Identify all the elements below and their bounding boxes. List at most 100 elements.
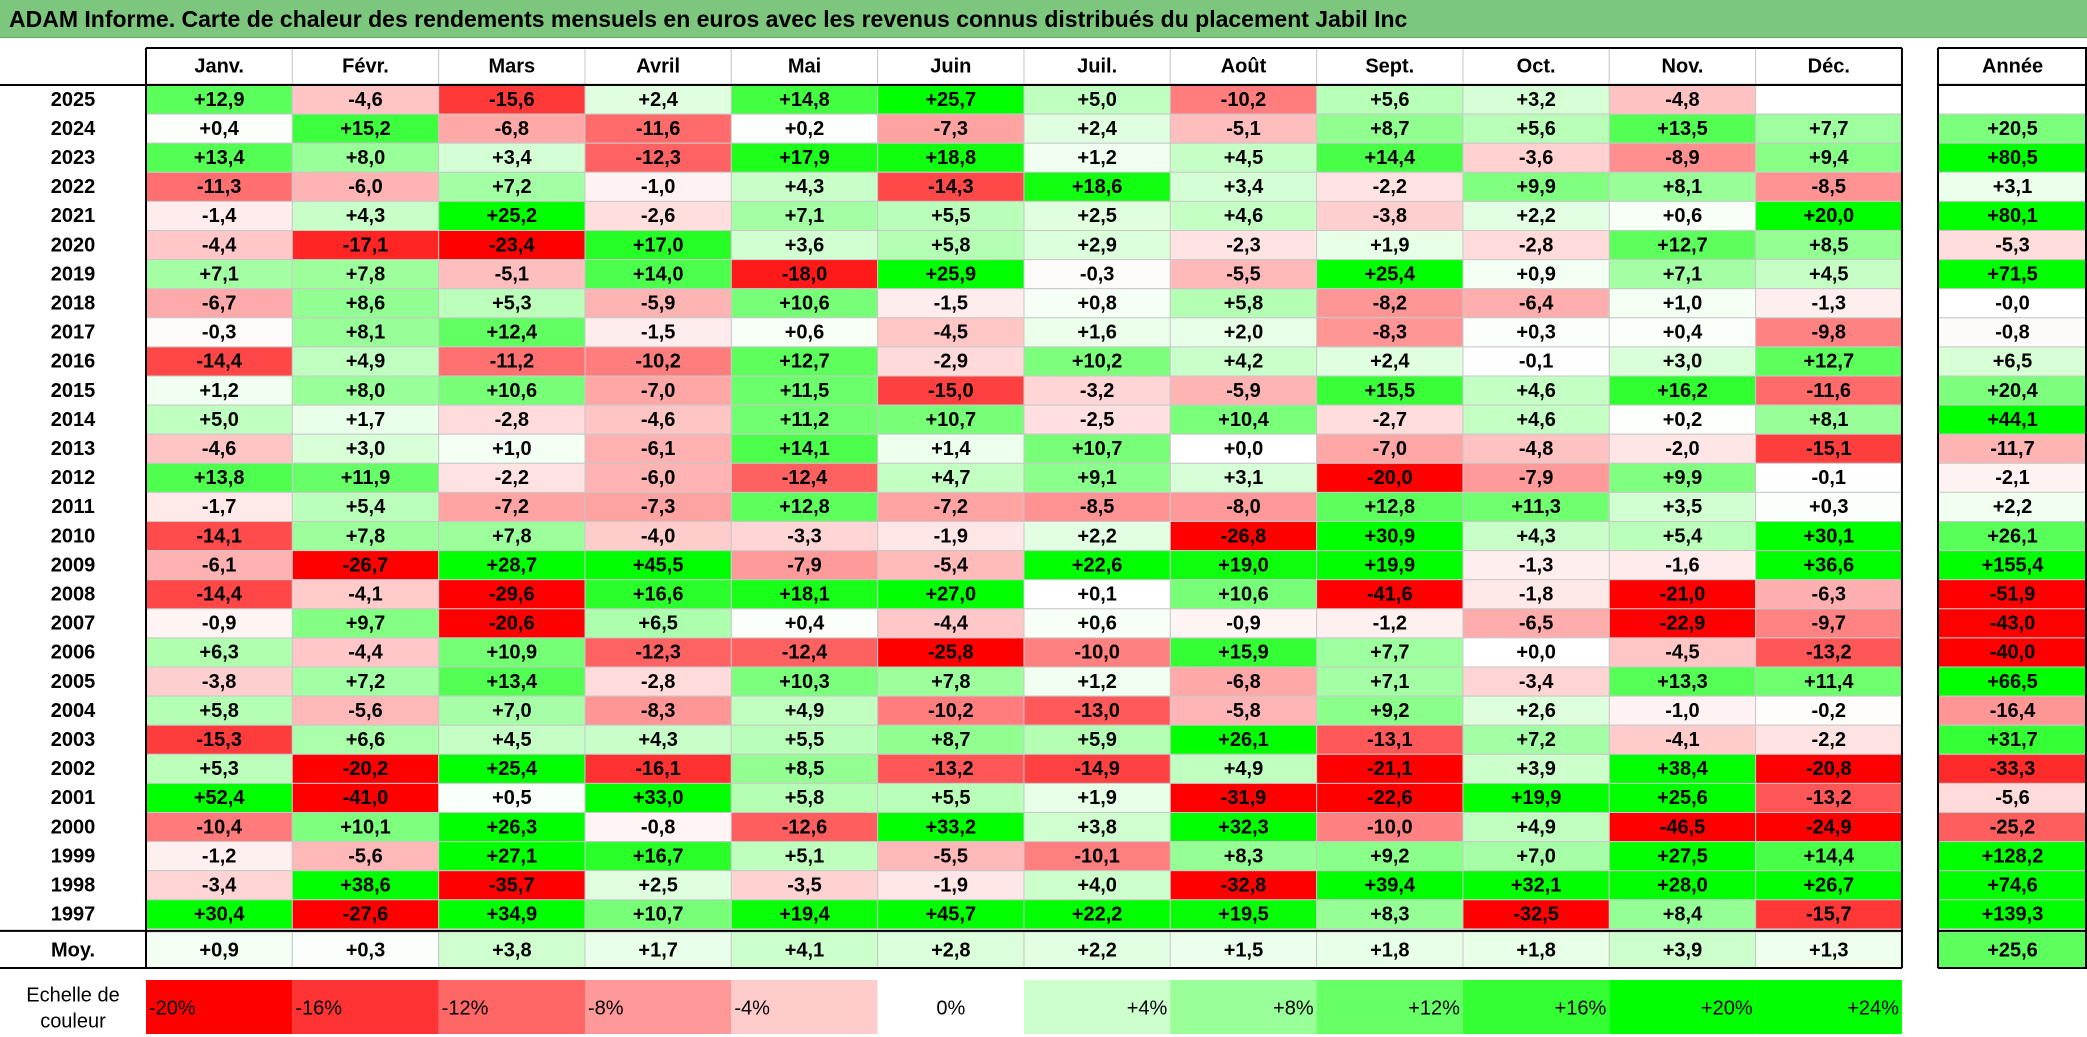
year-label: 2009 (51, 554, 96, 576)
heatmap-cell-value: -7,0 (1373, 438, 1407, 460)
heatmap-cell-value: +8,0 (346, 380, 385, 402)
year-label-cell (0, 782, 147, 814)
heatmap-cell-value: +1,2 (199, 380, 238, 402)
heatmap-cell (1462, 695, 1610, 726)
heatmap-cell-value: +4,0 (1077, 875, 1116, 897)
heatmap-cell (438, 608, 586, 639)
heatmap-cell (291, 666, 440, 697)
heatmap-cell-value: +8,3 (1224, 845, 1263, 867)
heatmap-cell-value: +1,0 (1663, 293, 1702, 315)
heatmap-cell-value: +4,9 (346, 351, 385, 373)
heatmap-cell (877, 870, 1025, 901)
heatmap-cell-value: +4,6 (1516, 409, 1555, 431)
heatmap-cell-value: +8,1 (1809, 409, 1848, 431)
heatmap-cell (730, 695, 879, 726)
heatmap-cell-value: +4,3 (638, 729, 677, 751)
heatmap-cell-value: -6,0 (348, 176, 382, 198)
heatmap-cell-value: +8,4 (1663, 904, 1703, 926)
heatmap-cell-value: -13,2 (928, 758, 974, 780)
heatmap-cell-value: -24,9 (1806, 816, 1852, 838)
heatmap-cell (291, 608, 440, 639)
heatmap-cell-value: -0,1 (1519, 351, 1553, 373)
heatmap-cell-value: +10,6 (779, 293, 830, 315)
heatmap-cell-value: +8,5 (785, 758, 824, 780)
heatmap-cell (1023, 491, 1171, 522)
heatmap-cell-value: -14,4 (196, 351, 242, 373)
heatmap-cell-value: +3,2 (1516, 89, 1555, 111)
heatmap-cell-value: +6,5 (638, 613, 677, 635)
heatmap-cell (145, 782, 293, 814)
heatmap-cell-value: +2,5 (1077, 205, 1116, 227)
heatmap-cell-value: +39,4 (1365, 875, 1416, 897)
heatmap-cell-value: -10,0 (1367, 816, 1413, 838)
heatmap-cell (1169, 666, 1318, 697)
heatmap-cell-value: -13,2 (1806, 787, 1852, 809)
heatmap-cell-value: -1,5 (934, 293, 968, 315)
heatmap-cell (877, 171, 1025, 202)
month-header-label: Juin (930, 55, 971, 77)
heatmap-cell-value: -1,3 (1812, 293, 1846, 315)
heatmap-cell-value: -27,6 (343, 904, 389, 926)
heatmap-cell-value: +2,0 (1224, 322, 1263, 344)
annual-cell-value: +26,1 (1987, 525, 2038, 547)
heatmap-cell-value: -20,6 (489, 613, 535, 635)
heatmap-cell (1316, 753, 1464, 784)
annual-cell-value: -16,4 (1990, 700, 2036, 722)
heatmap-cell-value: -6,8 (495, 118, 529, 140)
heatmap-cell-value: +25,6 (1657, 787, 1708, 809)
heatmap-cell (730, 550, 879, 581)
average-cell-value: +1,8 (1370, 939, 1409, 961)
heatmap-cell-value: -8,3 (1373, 322, 1407, 344)
month-header-label: Août (1221, 55, 1267, 77)
average-cell (877, 931, 1025, 969)
heatmap-cell (1169, 550, 1318, 581)
scale-step-label: +4% (1127, 997, 1168, 1019)
heatmap-cell-value: -4,6 (348, 89, 382, 111)
year-label-cell (0, 171, 147, 202)
year-label: 2025 (51, 89, 96, 111)
heatmap-cell-value: -4,0 (641, 525, 675, 547)
heatmap-cell-value: +14,8 (779, 89, 830, 111)
heatmap-cell-value: -15,3 (196, 729, 242, 751)
heatmap-cell (1608, 812, 1757, 843)
heatmap-cell-value: +1,2 (1077, 147, 1116, 169)
average-cell-value: +3,9 (1663, 939, 1702, 961)
heatmap-cell (145, 579, 293, 610)
year-label-cell (0, 521, 147, 552)
heatmap-cell (145, 637, 293, 668)
heatmap-cell (584, 782, 732, 814)
heatmap-cell (1755, 550, 1903, 581)
heatmap-cell (438, 812, 586, 843)
average-cell (1023, 931, 1171, 969)
year-label: 2004 (51, 700, 96, 722)
heatmap-cell-value: +28,0 (1657, 875, 1708, 897)
heatmap-cell (1755, 870, 1903, 901)
average-label: Moy. (51, 939, 95, 961)
heatmap-cell (877, 491, 1025, 522)
annual-cell (1937, 200, 2087, 231)
year-label: 2020 (51, 234, 96, 256)
heatmap-cell (877, 259, 1025, 290)
year-label-cell (0, 230, 147, 261)
annual-cell-value: -43,0 (1990, 613, 2036, 635)
heatmap-cell-value: +5,3 (199, 758, 238, 780)
heatmap-cell-value: -1,6 (1665, 554, 1699, 576)
heatmap-cell-value: -8,5 (1812, 176, 1846, 198)
annual-cell-value: +74,6 (1987, 875, 2038, 897)
heatmap-cell-value: +10,7 (1072, 438, 1123, 460)
heatmap-cell-value: +14,1 (779, 438, 830, 460)
scale-swatch (292, 980, 439, 1034)
heatmap-cell (877, 782, 1025, 814)
heatmap-cell-value: -0,9 (1226, 613, 1260, 635)
heatmap-cell (291, 724, 440, 755)
heatmap-cell (1316, 724, 1464, 755)
heatmap-cell-value: +0,0 (1516, 642, 1555, 664)
heatmap-cell-value: -2,6 (641, 205, 675, 227)
heatmap-cell (584, 608, 732, 639)
heatmap-cell-value: +11,2 (780, 409, 830, 431)
heatmap-cell-value: +13,4 (194, 147, 245, 169)
heatmap-cell-value: -2,5 (1080, 409, 1114, 431)
heatmap-cell (730, 579, 879, 610)
year-label: 1999 (51, 845, 96, 867)
heatmap-cell (1316, 375, 1464, 406)
